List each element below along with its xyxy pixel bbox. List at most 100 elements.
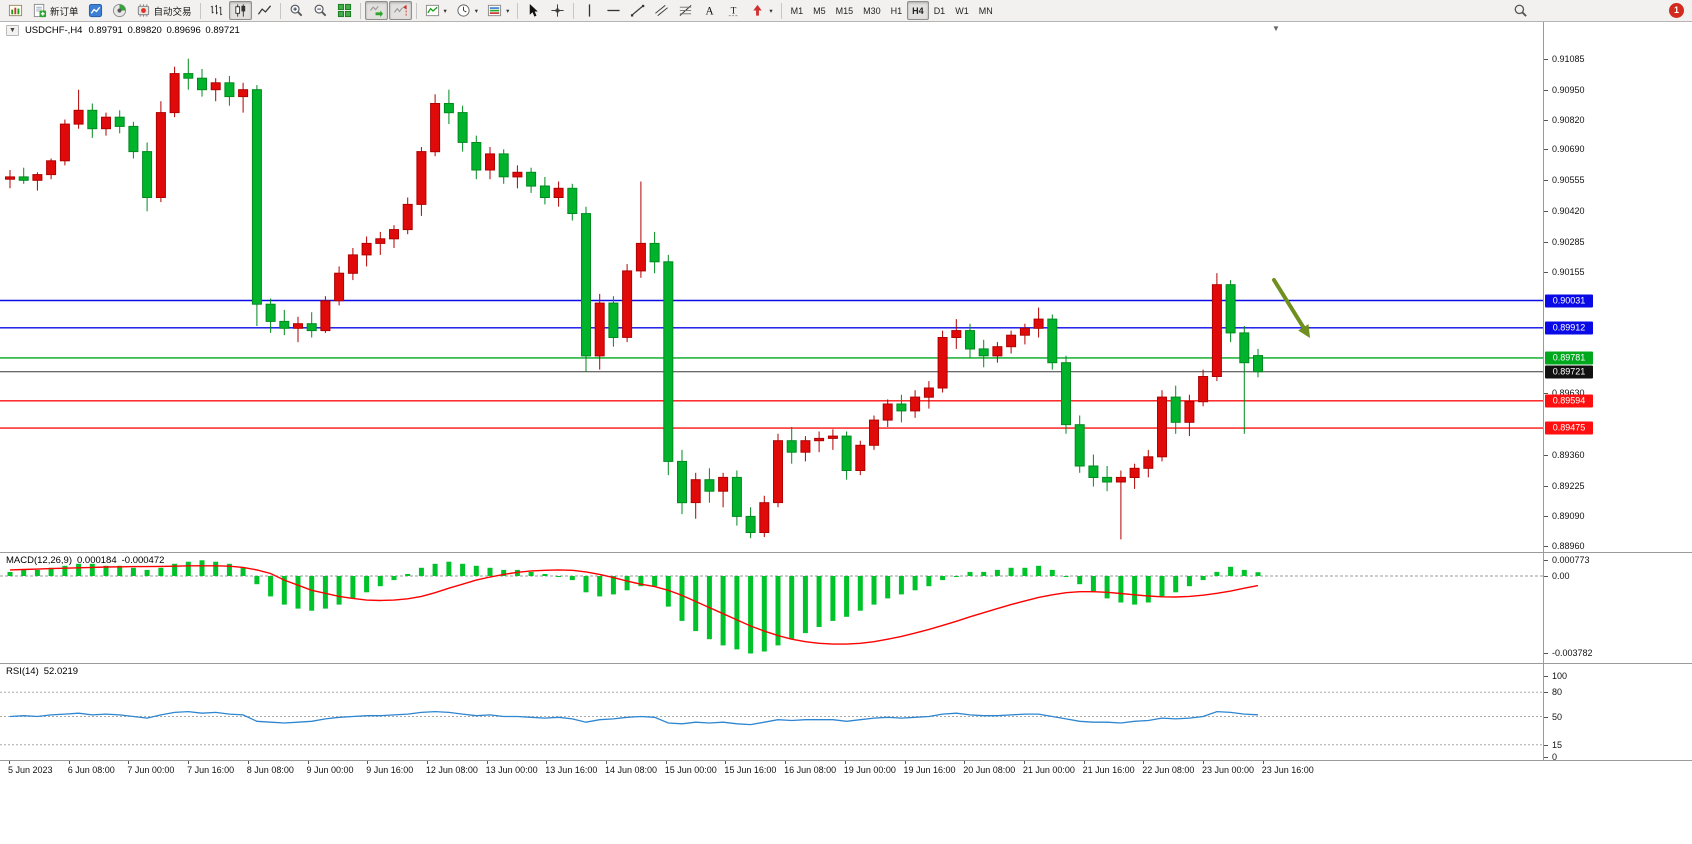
periods-button[interactable]: ▾ [452, 1, 482, 20]
price-badge: 0.89781 [1545, 351, 1593, 365]
macd-header: MACD(12,26,9) 0.000184 -0.000472 [6, 555, 164, 566]
separator [279, 2, 281, 19]
period-button-m15[interactable]: M15 [831, 1, 859, 20]
cursor-icon [530, 3, 539, 17]
cursor-button[interactable] [522, 1, 545, 20]
panel-divider[interactable] [0, 663, 1692, 664]
chart-header: ▼ USDCHF-,H4 0.89791 0.89820 0.89696 0.8… [6, 25, 242, 36]
time-label: 12 Jun 08:00 [425, 765, 478, 775]
one-click-trading-toggle[interactable]: ▼ [6, 25, 19, 36]
period-button-h4[interactable]: H4 [907, 1, 929, 20]
time-label: 15 Jun 16:00 [724, 765, 777, 775]
price-badge: 0.89721 [1545, 365, 1593, 379]
bars-view-button[interactable] [205, 1, 228, 20]
svg-text:A: A [706, 5, 715, 17]
macd-scale-label: 0.000773 [1552, 555, 1590, 566]
price-label: 0.89090 [1552, 511, 1585, 522]
crosshair-button[interactable] [546, 1, 569, 20]
scale-tick [1544, 744, 1548, 746]
time-label: 13 Jun 00:00 [485, 765, 538, 775]
time-tick [426, 761, 428, 764]
scale-tick [1544, 58, 1548, 60]
templates-button[interactable]: ▾ [483, 1, 513, 20]
period-button-m30[interactable]: M30 [858, 1, 886, 20]
candles-view-button[interactable] [228, 1, 252, 20]
text-button[interactable]: A [698, 1, 721, 20]
chevron-down-icon: ▾ [443, 7, 447, 15]
high-value: 0.89820 [127, 25, 162, 36]
mql5-button[interactable] [84, 1, 107, 20]
separator [573, 2, 575, 19]
period-button-mn[interactable]: MN [974, 1, 998, 20]
scale-tick [1544, 692, 1548, 694]
time-label: 21 Jun 00:00 [1022, 765, 1075, 775]
macd-panel[interactable] [0, 552, 1543, 663]
autoscroll-button[interactable] [364, 1, 388, 20]
separator [780, 2, 782, 19]
rsi-header: RSI(14) 52.0219 [6, 666, 78, 677]
period-button-m5[interactable]: M5 [808, 1, 831, 20]
price-label: 0.88960 [1552, 541, 1585, 552]
toolbar: 新订单 自动交易 [0, 0, 1692, 22]
scale-tick [1544, 485, 1548, 487]
text-label-button[interactable]: T [722, 1, 745, 20]
clock-icon [457, 4, 470, 17]
ohlc-values: 0.89791 0.89820 0.89696 0.89721 [88, 25, 241, 36]
zoom-in-icon [290, 4, 302, 17]
scale-tick [1544, 211, 1548, 213]
period-button-m1[interactable]: M1 [786, 1, 809, 20]
time-tick [188, 761, 190, 764]
separator [517, 2, 519, 19]
rsi-panel[interactable] [0, 663, 1543, 760]
rsi-name: RSI(14) [6, 666, 39, 677]
time-tick [1023, 761, 1025, 764]
time-axis[interactable]: 5 Jun 2023 6 Jun 08:00 7 Jun 00:00 7 Jun 16… [0, 761, 1543, 780]
new-chart-button[interactable] [4, 1, 27, 20]
zoom-out-button[interactable] [309, 1, 332, 20]
new-order-button[interactable]: 新订单 [28, 1, 83, 20]
macd-signal-line [9, 565, 1259, 645]
trendline-icon [631, 4, 645, 17]
vertical-line-button[interactable] [578, 1, 601, 20]
notification-badge[interactable]: 1 [1669, 3, 1684, 18]
zoom-out-icon [314, 4, 326, 17]
zoom-in-button[interactable] [285, 1, 308, 20]
tile-windows-button[interactable] [333, 1, 356, 20]
chart-shift-marker[interactable]: ▼ [1272, 24, 1280, 33]
trend-arrow[interactable] [1272, 278, 1310, 338]
metaquotes-button[interactable] [108, 1, 131, 20]
time-tick [606, 761, 607, 764]
time-label: 20 Jun 08:00 [963, 765, 1016, 775]
line-view-button[interactable] [253, 1, 276, 20]
templates-icon [488, 4, 502, 17]
scale-tick [1544, 653, 1548, 655]
time-label: 8 Jun 08:00 [246, 765, 294, 775]
time-tick [307, 761, 309, 764]
price-scale[interactable]: 0.91085 0.90950 0.90820 0.90690 0.90555 0.904… [1543, 22, 1692, 762]
panel-divider[interactable] [0, 552, 1692, 553]
time-tick [1143, 761, 1145, 764]
scale-tick [1544, 149, 1548, 151]
scale-tick [1544, 272, 1548, 274]
fibonacci-button[interactable] [674, 1, 697, 20]
autotrading-button[interactable]: 自动交易 [132, 1, 196, 20]
price-label: 0.90820 [1552, 114, 1585, 125]
price-badge: 0.89475 [1545, 421, 1593, 435]
time-tick [486, 761, 488, 764]
time-label: 6 Jun 08:00 [67, 765, 115, 775]
indicators-button[interactable]: ▾ [421, 1, 451, 20]
time-tick [546, 761, 548, 764]
period-button-d1[interactable]: D1 [929, 1, 951, 20]
horizontal-line-button[interactable] [602, 1, 625, 20]
main-chart[interactable] [0, 22, 1543, 552]
crosshair-icon [551, 4, 564, 17]
chart-shift-button[interactable] [388, 1, 412, 20]
arrows-button[interactable]: ▾ [746, 1, 776, 20]
period-button-h1[interactable]: H1 [886, 1, 908, 20]
svg-text:T: T [731, 6, 737, 16]
search-button[interactable] [1509, 1, 1532, 20]
trendline-button[interactable] [626, 1, 649, 20]
channel-button[interactable] [650, 1, 673, 20]
period-button-w1[interactable]: W1 [950, 1, 974, 20]
